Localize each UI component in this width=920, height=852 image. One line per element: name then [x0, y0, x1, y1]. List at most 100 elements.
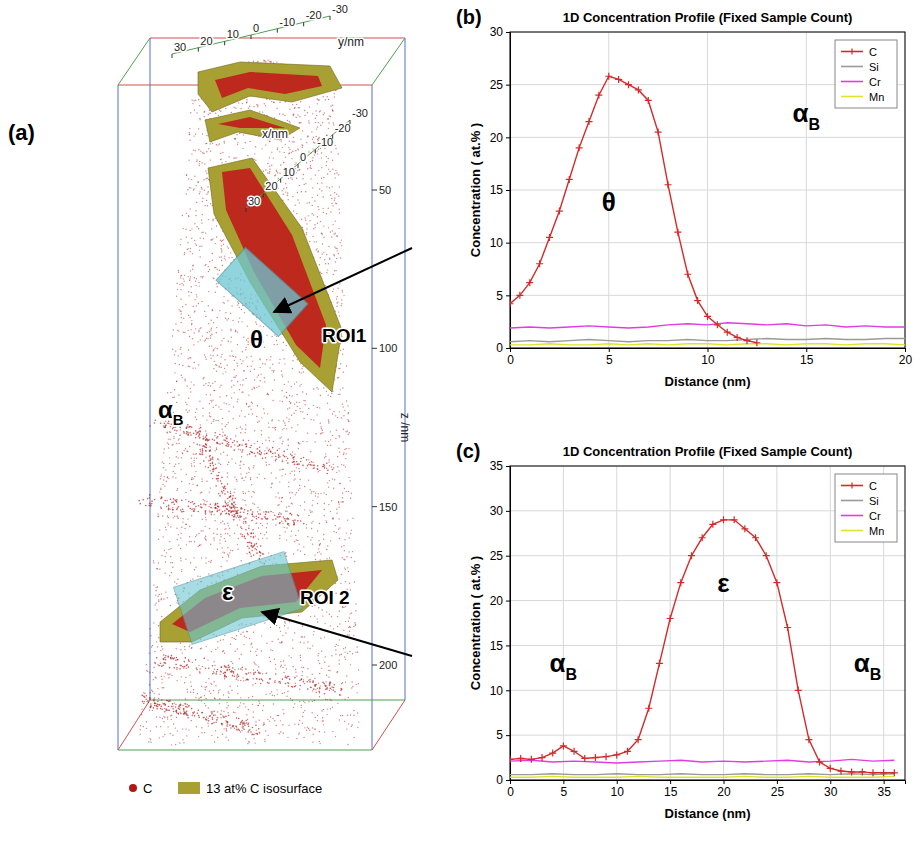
atom-dot	[278, 448, 279, 449]
atom-dot	[285, 425, 286, 426]
atom-dot	[269, 693, 270, 694]
atom-dot	[231, 350, 232, 351]
atom-dot	[304, 501, 305, 502]
atom-dot	[226, 395, 227, 396]
atom-dot	[201, 245, 202, 246]
atom-dot	[236, 157, 237, 158]
atom-dot	[222, 373, 223, 374]
atom-dot	[176, 539, 177, 540]
atom-dot	[351, 687, 352, 688]
atom-dot	[291, 415, 292, 416]
atom-dot	[171, 675, 172, 676]
atom-dot	[243, 521, 244, 522]
atom-dot	[174, 466, 175, 467]
atom-dot	[292, 639, 293, 640]
atom-dot	[225, 161, 226, 162]
atom-dot	[299, 408, 300, 409]
atom-dot	[159, 694, 160, 695]
atom-dot	[317, 183, 318, 184]
atom-dot	[220, 534, 221, 535]
atom-dot	[235, 108, 236, 109]
atom-dot	[260, 373, 261, 374]
atom-dot	[293, 459, 294, 460]
atom-dot	[211, 401, 212, 402]
atom-dot	[171, 744, 172, 745]
atom-dot	[319, 741, 320, 742]
atom-dot	[339, 186, 340, 187]
atom-dot	[234, 360, 235, 361]
atom-dot	[337, 417, 338, 418]
atom-dot	[311, 522, 312, 523]
atom-dot	[329, 698, 330, 699]
atom-dot	[344, 698, 345, 699]
atom-dot	[246, 553, 247, 554]
atom-dot	[206, 338, 207, 339]
atom-dot	[326, 714, 327, 715]
atom-dot	[196, 278, 197, 279]
atom-dot	[214, 514, 215, 515]
atom-dot	[296, 381, 297, 382]
atom-dot	[305, 191, 306, 192]
atom-dot	[279, 438, 280, 439]
atom-dot	[204, 163, 205, 164]
atom-dot	[332, 731, 333, 732]
atom-dot	[281, 475, 282, 476]
atom-dot	[197, 575, 198, 576]
atom-dot	[282, 667, 283, 668]
atom-dot	[243, 523, 244, 524]
atom-dot	[269, 166, 270, 167]
atom-dot	[296, 492, 297, 493]
atom-dot	[307, 433, 308, 434]
atom-dot	[154, 651, 155, 652]
atom-dot	[204, 687, 205, 688]
atom-dot	[304, 727, 305, 728]
atom-dot	[339, 654, 340, 655]
atom-dot	[170, 526, 171, 527]
atom-dot	[323, 539, 324, 540]
atom-dot	[347, 715, 348, 716]
atom-dot	[190, 187, 191, 188]
atom-dot	[153, 584, 154, 585]
atom-dot	[235, 356, 236, 357]
atom-dot	[312, 521, 313, 522]
atom-dot	[206, 686, 207, 687]
atom-dot	[193, 692, 194, 693]
atom-dot	[143, 692, 144, 693]
atom-dot	[234, 650, 235, 651]
atom-dot	[215, 714, 216, 715]
atom-dot	[319, 407, 320, 408]
atom-dot	[263, 326, 264, 327]
atom-dot	[195, 536, 196, 537]
atom-dot	[341, 683, 342, 684]
atom-dot	[186, 544, 187, 545]
atom-dot	[282, 113, 283, 114]
atom-dot	[204, 340, 205, 341]
atom-dot	[340, 363, 341, 364]
atom-dot	[320, 553, 321, 554]
atom-dot	[198, 364, 199, 365]
atom-dot	[219, 689, 220, 690]
atom-dot	[334, 145, 335, 146]
atom-dot	[178, 534, 179, 535]
atom-dot	[247, 454, 248, 455]
atom-dot	[299, 169, 300, 170]
atom-dot	[339, 538, 340, 539]
atom-dot	[304, 110, 305, 111]
atom-dot	[216, 286, 217, 287]
atom-dot	[193, 453, 194, 454]
atom-dot	[204, 732, 205, 733]
atom-dot	[319, 673, 320, 674]
atom-dot	[343, 465, 344, 466]
atom-dot	[348, 491, 349, 492]
atom-dot	[310, 616, 311, 617]
atom-dot	[284, 622, 285, 623]
atom-dot	[205, 519, 206, 520]
atom-dot	[158, 625, 159, 626]
atom-dot	[246, 325, 247, 326]
atom-dot	[245, 706, 246, 707]
atom-dot	[313, 405, 314, 406]
atom-dot	[312, 701, 313, 702]
atom-dot	[183, 450, 184, 451]
atom-dot	[320, 493, 321, 494]
atom-dot	[186, 385, 187, 386]
